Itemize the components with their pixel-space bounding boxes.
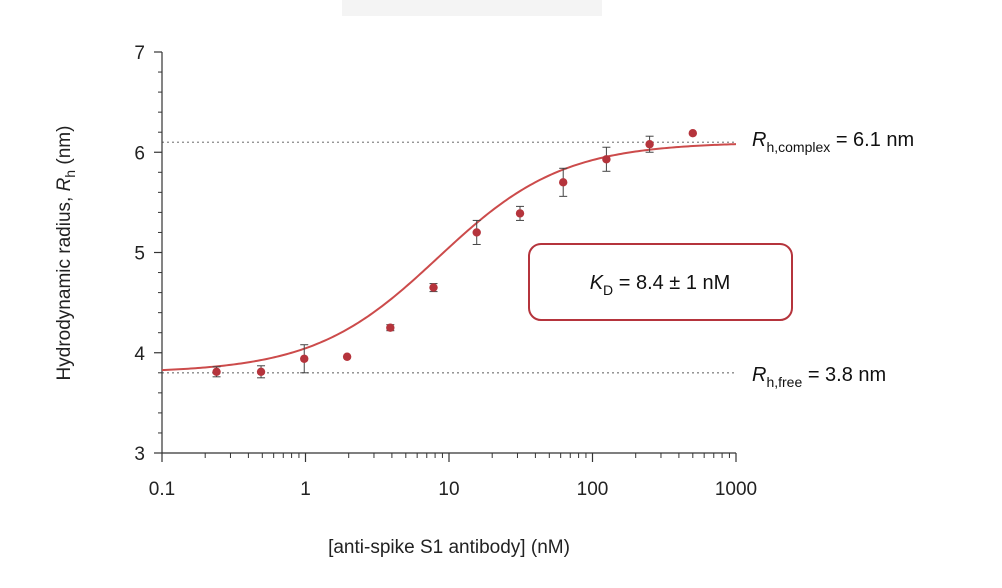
axis-ticks	[154, 51, 737, 462]
data-point	[472, 228, 481, 237]
kd-label: KD = 8.4 ± 1 nM	[590, 272, 731, 298]
y-tick-label: 4	[134, 344, 145, 365]
y-axis-title: Hydrodynamic radius, Rh (nm)	[54, 126, 78, 381]
data-point	[342, 352, 352, 361]
x-tick-label: 100	[577, 479, 609, 500]
y-tick-label: 6	[134, 143, 145, 164]
data-point	[429, 283, 438, 292]
data-point	[602, 155, 611, 164]
data-point	[300, 354, 309, 363]
data-point	[386, 323, 395, 332]
data-point	[256, 367, 266, 376]
data-point	[559, 178, 568, 187]
tick-labels: 0.1 1 10 100 1000 3 4 5 6 7	[134, 43, 757, 500]
y-tick-label: 5	[134, 244, 145, 265]
x-tick-label: 1	[300, 479, 311, 500]
data-points	[212, 129, 698, 379]
data-point	[515, 209, 525, 218]
y-tick-label: 3	[134, 444, 145, 465]
x-tick-label: 0.1	[149, 479, 175, 500]
kd-box	[528, 243, 793, 321]
x-tick-label: 10	[438, 479, 459, 500]
x-tick-label: 1000	[715, 479, 757, 500]
top-band	[342, 0, 602, 16]
y-tick-label: 7	[134, 43, 145, 64]
x-axis-title: [anti-spike S1 antibody] (nM)	[328, 537, 570, 558]
data-point	[212, 367, 221, 376]
r-complex-label: Rh,complex = 6.1 nm	[752, 129, 914, 155]
data-point	[688, 129, 698, 138]
r-free-label: Rh,free = 3.8 nm	[752, 364, 886, 390]
fit-curve	[161, 143, 737, 372]
data-point	[645, 140, 654, 149]
